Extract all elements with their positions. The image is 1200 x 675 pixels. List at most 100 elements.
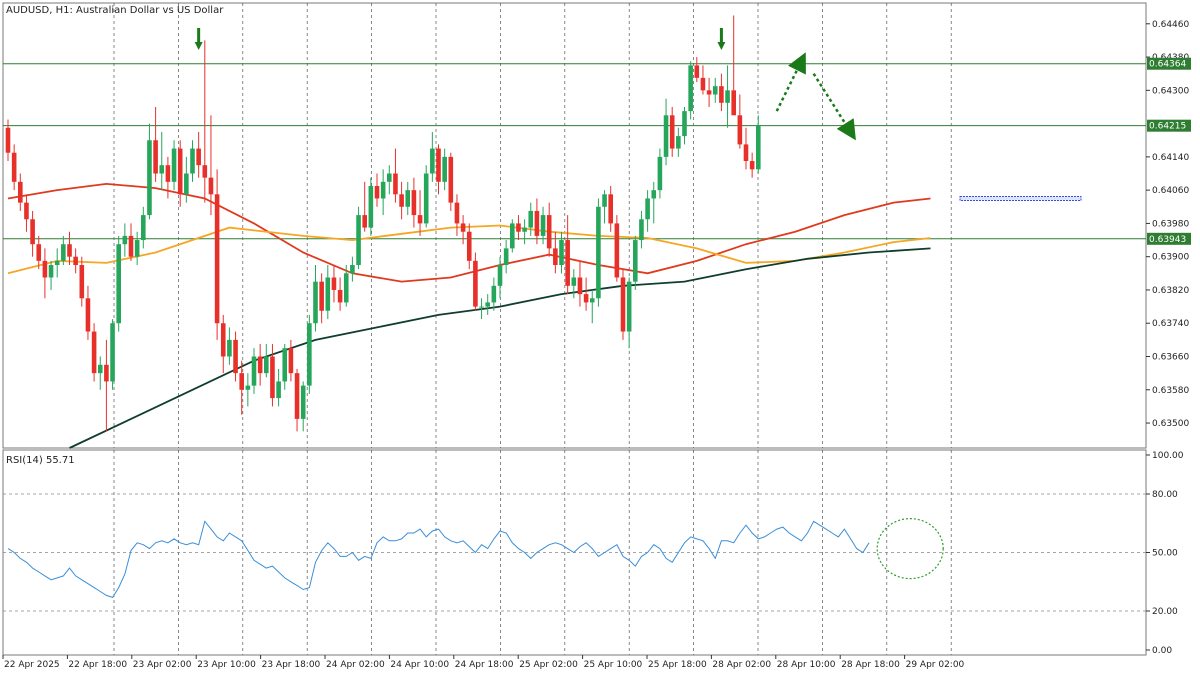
candle-body — [208, 177, 214, 195]
candle-body — [430, 148, 435, 174]
bull-candle — [522, 219, 527, 245]
bear-candle — [534, 198, 540, 245]
bull-candle — [491, 277, 497, 311]
bull-candle — [430, 131, 435, 182]
bull-candle — [110, 319, 115, 390]
moving-average-line — [69, 247, 931, 449]
candle-body — [712, 86, 718, 95]
price-tick-label: 0.63820 — [1152, 286, 1189, 296]
bear-candle — [583, 277, 589, 311]
bear-candle — [374, 173, 380, 207]
bear-candle — [294, 368, 300, 432]
bear-candle — [233, 331, 238, 382]
rsi-pane[interactable]: RSI(14) 55.71 — [2, 449, 1147, 656]
bull-candle — [264, 344, 269, 378]
rsi-tick-label: 80.00 — [1152, 490, 1178, 500]
rsi-tick-label: 20.00 — [1152, 607, 1178, 617]
price-tick-label: 0.63580 — [1152, 386, 1189, 396]
bull-candle — [540, 206, 546, 245]
price-pane-frame — [2, 2, 1147, 449]
arrow-head — [194, 42, 203, 50]
bull-candle — [682, 106, 687, 145]
candle-body — [362, 215, 367, 228]
candle-body — [466, 231, 472, 261]
time-tick-label: 25 Apr 02:00 — [519, 660, 578, 670]
bear-candle — [466, 223, 472, 270]
bear-candle — [165, 156, 171, 199]
candle-body — [104, 364, 109, 382]
bull-candle — [368, 177, 374, 236]
candle-body — [61, 244, 66, 261]
bull-candle — [97, 356, 103, 390]
bull-candle — [596, 198, 601, 307]
candle-body — [688, 65, 693, 112]
bull-candle — [503, 240, 509, 274]
candle-body — [257, 356, 263, 374]
bull-candle — [559, 231, 564, 274]
time-tick-label: 24 Apr 18:00 — [455, 660, 514, 670]
bull-candle — [343, 265, 349, 307]
candle-body — [239, 373, 244, 390]
candle-body — [608, 194, 613, 224]
candle-body — [337, 289, 343, 303]
bear-candle — [694, 57, 700, 83]
candle-body — [18, 181, 23, 203]
bull-candle — [589, 289, 595, 324]
candle-body — [227, 339, 232, 357]
bear-candle — [737, 94, 743, 149]
candle-body — [620, 277, 626, 332]
candle-body — [190, 148, 195, 174]
bull-candle — [356, 206, 361, 270]
candle-body — [220, 323, 226, 357]
candle-body — [522, 227, 527, 232]
candle-body — [626, 281, 632, 332]
candle-body — [85, 298, 91, 332]
bear-candle — [706, 77, 712, 107]
price-tick-label: 0.64060 — [1152, 186, 1189, 196]
candle-body — [36, 244, 42, 261]
bear-candle — [719, 73, 724, 112]
bear-candle — [331, 265, 337, 303]
bear-candle — [85, 285, 91, 340]
time-axis[interactable]: 22 Apr 2025 22 Apr 18:00 23 Apr 02:00 23 Ap… — [2, 655, 965, 670]
bull-candle — [442, 148, 447, 191]
candle-body — [325, 277, 331, 311]
candle-body — [411, 190, 417, 216]
bull-candle — [282, 344, 288, 390]
candle-body — [633, 240, 638, 282]
bear-candle — [196, 131, 201, 178]
candle-body — [393, 173, 398, 195]
rsi-highlight-circle — [876, 517, 944, 580]
candle-body — [497, 265, 503, 286]
rsi-tick-label: 0.00 — [1152, 646, 1172, 656]
candle-body — [571, 277, 577, 286]
candle-body — [5, 127, 11, 153]
bear-candle — [18, 173, 23, 211]
candle-body — [282, 348, 288, 382]
candle-body — [214, 194, 220, 324]
candle-body — [122, 235, 128, 245]
bull-candle — [479, 298, 484, 320]
candle-body — [436, 148, 441, 182]
price-tag-label: 0.64215 — [1149, 122, 1186, 132]
bull-candle — [54, 248, 60, 278]
bear-candle — [208, 115, 214, 216]
bear-candle — [36, 235, 42, 270]
bull-candle — [325, 265, 331, 320]
candle-body — [485, 302, 490, 307]
candle-body — [159, 165, 165, 174]
candle-body — [448, 156, 454, 203]
candle-body — [184, 173, 189, 195]
price-pane[interactable]: AUDUSD, H1: Australian Dollar vs US Doll… — [2, 2, 1147, 449]
bear-candle — [177, 140, 183, 207]
rsi-axis[interactable]: 100.00 80.00 50.00 20.00 0.00 — [1146, 451, 1184, 656]
candle-body — [516, 223, 521, 232]
candle-body — [454, 202, 460, 224]
price-tick-label: 0.64140 — [1152, 153, 1189, 163]
candle-body — [749, 161, 755, 170]
candle-body — [473, 260, 478, 307]
bear-candle — [669, 106, 675, 157]
price-axis[interactable]: 0.644600.643800.643000.641400.640600.639… — [1146, 20, 1191, 429]
candle-body — [233, 339, 238, 374]
